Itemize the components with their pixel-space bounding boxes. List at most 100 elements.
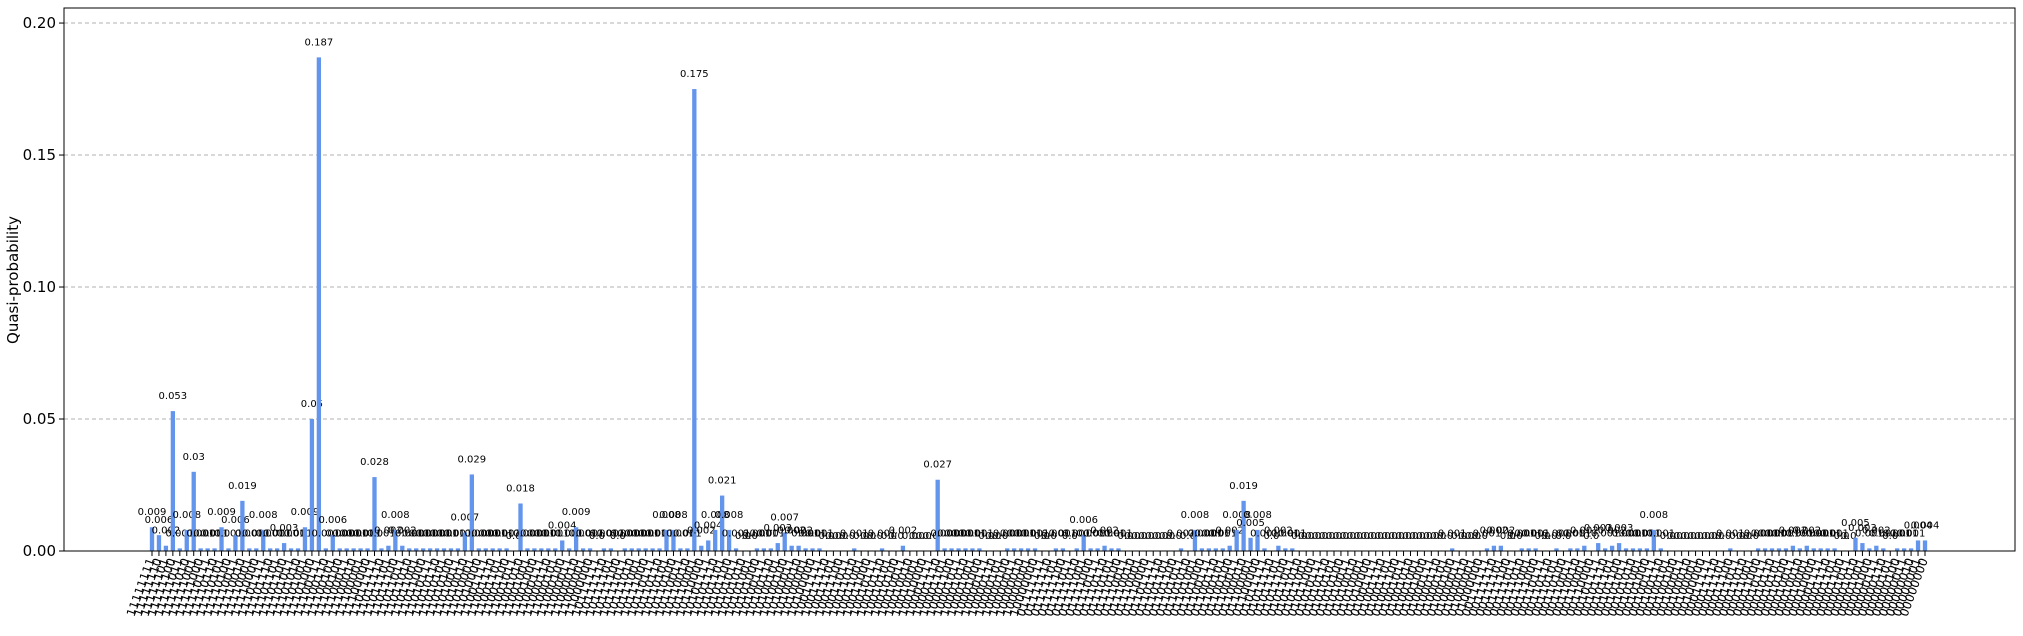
value-label: 0.001: [610, 528, 639, 539]
value-label: 0.006: [318, 515, 347, 526]
value-label: 0.008: [1640, 510, 1669, 521]
value-label: 0.001: [666, 528, 695, 539]
value-label: 0.0: [1736, 531, 1752, 542]
value-label: 0.001: [1806, 528, 1835, 539]
plot-frame: [63, 7, 2016, 552]
value-label: 0.001: [242, 528, 271, 539]
value-label: 0.001: [235, 528, 264, 539]
value-label: 0.002: [889, 526, 918, 537]
bar: [1116, 548, 1121, 551]
value-label: 0.001: [1786, 528, 1815, 539]
value-label: 0.0: [1403, 531, 1419, 542]
bar: [1276, 545, 1281, 551]
value-label: 0.001: [541, 528, 570, 539]
value-label: 0.001: [1521, 528, 1550, 539]
bar: [956, 548, 961, 551]
bar: [414, 548, 419, 551]
bar: [1630, 548, 1636, 551]
bar: [1283, 548, 1288, 551]
bar: [1853, 537, 1858, 551]
bar: [1582, 545, 1587, 551]
value-label: 0.0: [1882, 531, 1898, 542]
value-label: 0.002: [687, 526, 716, 537]
value-label: 0.001: [750, 528, 779, 539]
bar: [1533, 548, 1538, 551]
bar: [977, 548, 982, 551]
value-label: 0.029: [458, 454, 487, 465]
value-label: 0.008: [715, 510, 744, 521]
value-label: 0.001: [492, 528, 521, 539]
value-label: 0.001: [1765, 528, 1794, 539]
bar: [1554, 548, 1559, 551]
bar: [1644, 548, 1650, 551]
bar: [567, 548, 572, 551]
value-label: 0.187: [305, 37, 334, 48]
bar: [1818, 548, 1823, 551]
value-label: 0.001: [402, 528, 431, 539]
bar: [365, 548, 370, 551]
value-label: 0.001: [840, 528, 869, 539]
value-label: 0.0: [1423, 531, 1439, 542]
value-label: 0.0: [1152, 531, 1168, 542]
value-label: 0.0: [1124, 531, 1140, 542]
value-label: 0.001: [1646, 528, 1675, 539]
bar: [1241, 500, 1246, 551]
bar: [678, 548, 683, 551]
value-label: 0.0: [1389, 531, 1405, 542]
bar: [692, 89, 697, 551]
value-label: 0.001: [624, 528, 653, 539]
bar: [1450, 548, 1455, 551]
value-label: 0.0: [1298, 531, 1314, 542]
value-label: 0.001: [1716, 528, 1745, 539]
value-label: 0.001: [263, 528, 292, 539]
value-label: 0.0: [1347, 531, 1363, 542]
bar: [782, 532, 787, 551]
value-label: 0.004: [548, 520, 577, 531]
bar: [1867, 548, 1872, 551]
value-label: 0.001: [645, 528, 674, 539]
bar: [1199, 548, 1205, 551]
bar: [1908, 548, 1914, 551]
value-label: 0.0: [1138, 531, 1154, 542]
bar: [1227, 545, 1232, 551]
bar: [1095, 548, 1100, 551]
value-label: 0.0: [1159, 531, 1175, 542]
bar: [1895, 548, 1900, 551]
value-label: 0.001: [1083, 528, 1112, 539]
value-label: 0.001: [284, 528, 313, 539]
value-label: 0.001: [1104, 528, 1133, 539]
value-label: 0.0: [916, 531, 932, 542]
bar: [358, 548, 363, 551]
bar: [1616, 543, 1622, 551]
bar: [309, 419, 315, 551]
bar: [1609, 545, 1615, 551]
bar: [935, 479, 940, 551]
bar: [601, 548, 607, 551]
value-label: 0.001: [332, 528, 361, 539]
value-label: 0.001: [339, 528, 368, 539]
value-label: 0.002: [1090, 526, 1119, 537]
value-label: 0.0: [610, 531, 626, 542]
value-label: 0.006: [1069, 515, 1098, 526]
value-label: 0.0: [992, 531, 1008, 542]
value-label: 0.001: [485, 528, 514, 539]
bar: [942, 548, 947, 551]
bar: [448, 548, 454, 551]
bar: [650, 548, 655, 551]
value-label: 0.001: [638, 528, 667, 539]
value-label: 0.001: [1751, 528, 1780, 539]
bar: [587, 548, 593, 551]
bar: [580, 548, 586, 551]
bar: [1025, 548, 1031, 551]
value-label: 0.001: [951, 528, 980, 539]
value-label: 0.001: [1542, 528, 1571, 539]
value-label: 0.002: [1215, 526, 1244, 537]
value-label: 0.027: [923, 460, 952, 471]
value-label: 0.0: [735, 531, 751, 542]
value-label: 0.0: [1542, 531, 1558, 542]
value-label: 0.0: [1667, 531, 1683, 542]
bar: [1776, 548, 1782, 551]
bar: [323, 548, 328, 551]
value-label: 0.0: [839, 531, 855, 542]
value-label: 0.001: [631, 528, 660, 539]
